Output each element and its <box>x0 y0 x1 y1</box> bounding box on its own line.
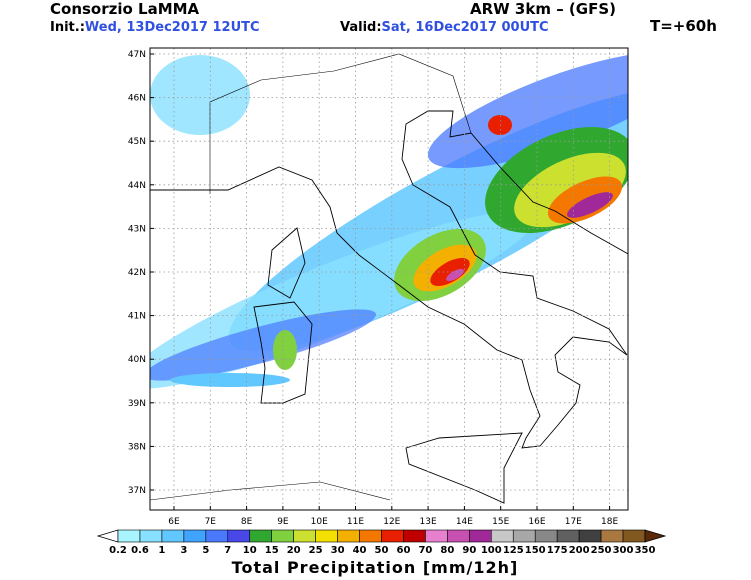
lat-label: 47N <box>128 50 146 60</box>
colorbar-label: 90 <box>462 545 476 556</box>
colorbar-label: 200 <box>569 545 590 556</box>
colorbar-label: 125 <box>503 545 524 556</box>
colorbar-label: 15 <box>265 545 279 556</box>
lat-label: 43N <box>128 224 146 234</box>
colorbar-box <box>381 529 404 543</box>
lon-label: 11E <box>347 517 364 527</box>
colorbar-label: 350 <box>635 545 656 556</box>
colorbar-box <box>622 529 646 543</box>
colorbar-label: 10 <box>243 545 257 556</box>
lon-label: 9E <box>277 517 289 527</box>
colorbar-box <box>161 529 185 543</box>
lon-label: 18E <box>601 517 618 527</box>
colorbar-box <box>403 529 426 543</box>
valid-label: Valid: <box>340 20 382 35</box>
colorbar-box <box>249 529 273 543</box>
colorbar-box <box>425 529 448 543</box>
lon-label: 16E <box>528 517 545 527</box>
colorbar-box <box>534 529 558 543</box>
init-value: Wed, 13Dec2017 12UTC <box>85 20 260 35</box>
colorbar-label: 150 <box>525 545 546 556</box>
map-frame <box>149 47 629 511</box>
colorbar-box <box>337 529 360 543</box>
colorbar-label: 80 <box>440 545 454 556</box>
colorbar-label: 100 <box>481 545 502 556</box>
colorbar-box <box>578 529 602 543</box>
colorbar-label: 40 <box>353 545 367 556</box>
colorbar-box <box>469 529 492 543</box>
lon-label: 15E <box>492 517 509 527</box>
colorbar-label: 0.6 <box>131 545 149 556</box>
init-label: Init.: <box>50 20 85 35</box>
graticule: 47N 46N 45N 44N 43N 42N 41N 40N 39N 38N 37N 6E 7E 8E 9… <box>128 48 628 527</box>
colorbar-label: 5 <box>202 545 209 556</box>
lat-label: 39N <box>128 399 146 409</box>
coastlines <box>150 53 628 504</box>
lon-label: 13E <box>420 517 437 527</box>
colorbar-label: 70 <box>418 545 432 556</box>
colorbar: 0.2 0.6 1 3 5 7 10 15 20 25 30 40 50 60 70 80 90 100 125 15… <box>96 529 667 556</box>
colorbar-label: 175 <box>547 545 568 556</box>
colorbar-box <box>227 529 251 543</box>
lat-label: 41N <box>128 312 146 322</box>
colorbar-label: 50 <box>375 545 389 556</box>
colorbar-label: 25 <box>309 545 323 556</box>
colorbar-label: 7 <box>224 545 231 556</box>
lead-time: T=+60h <box>650 17 717 35</box>
colorbar-box <box>205 529 229 543</box>
colorbar-label: 60 <box>396 545 410 556</box>
lat-label: 44N <box>128 181 146 191</box>
colorbar-box <box>271 529 294 543</box>
colorbar-under <box>96 529 119 543</box>
colorbar-box <box>183 529 207 543</box>
colorbar-box <box>139 529 163 543</box>
lat-label: 46N <box>128 94 146 104</box>
model: ARW 3km – (GFS) <box>470 0 616 18</box>
colorbar-label: 300 <box>613 545 634 556</box>
colorbar-box <box>556 529 580 543</box>
colorbar-label: 0.2 <box>109 545 127 556</box>
colorbar-box <box>359 529 382 543</box>
colorbar-box <box>512 529 536 543</box>
colorbar-label: 250 <box>591 545 612 556</box>
colorbar-label: 3 <box>180 545 187 556</box>
precipitation <box>150 51 628 389</box>
title: Consorzio LaMMA <box>50 0 200 18</box>
lon-label: 14E <box>456 517 473 527</box>
lon-label: 12E <box>383 517 400 527</box>
lat-label: 45N <box>128 137 146 147</box>
colorbar-box <box>447 529 470 543</box>
colorbar-over <box>644 529 667 543</box>
lat-label: 40N <box>128 355 146 365</box>
colorbar-box <box>117 529 141 543</box>
colorbar-label: 20 <box>287 545 301 556</box>
valid: Valid:Sat, 16Dec2017 00UTC <box>340 20 549 35</box>
lat-label: 37N <box>128 486 146 496</box>
colorbar-title: Total Precipitation [mm/12h] <box>232 558 519 577</box>
colorbar-box <box>315 529 338 543</box>
colorbar-box <box>490 529 514 543</box>
colorbar-label: 1 <box>158 545 165 556</box>
valid-value: Sat, 16Dec2017 00UTC <box>382 20 549 35</box>
lon-label: 6E <box>168 517 180 527</box>
init: Init.:Wed, 13Dec2017 12UTC <box>50 20 260 35</box>
lon-label: 10E <box>311 517 328 527</box>
lat-label: 38N <box>128 442 146 452</box>
lon-label: 7E <box>205 517 217 527</box>
colorbar-box <box>293 529 316 543</box>
lon-label: 17E <box>565 517 582 527</box>
colorbar-box <box>600 529 624 543</box>
colorbar-label: 30 <box>331 545 345 556</box>
lon-label: 8E <box>241 517 253 527</box>
lat-label: 42N <box>128 268 146 278</box>
